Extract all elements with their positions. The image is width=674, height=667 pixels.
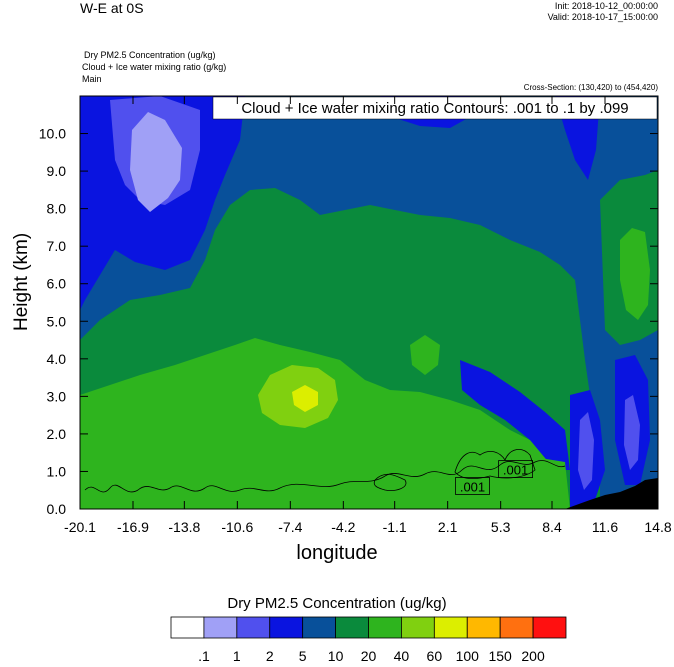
- cloud-contour-center: [279, 460, 566, 489]
- x-tick-label: 2.1: [438, 519, 458, 535]
- y-tick-label: 6.0: [47, 276, 67, 292]
- colorbar-swatch: [269, 616, 304, 639]
- colorbar-level-label: 150: [488, 648, 512, 664]
- cloud-contour-left: [84, 484, 281, 493]
- y-axis: 0.0 1.0 2.0 3.0 4.0 5.0 6.0 7.0 8.0 9.0 10.0: [39, 126, 658, 517]
- x-tick-label: 5.3: [491, 519, 511, 535]
- colorbar: .1 1 2 5 10 20 40 60 100 150 200: [170, 616, 567, 664]
- x-tick-label: 8.4: [542, 519, 562, 535]
- cloud-contour-cell-1: [454, 449, 536, 480]
- fill-region-green-right: [620, 228, 650, 320]
- fill-region-green-lower: [80, 455, 570, 509]
- cloud-ice-contours: [84, 449, 566, 493]
- chart-title: W-E at 0S: [80, 0, 144, 16]
- y-tick-label: 3.0: [47, 388, 67, 404]
- colorbar-level-label: 10: [328, 648, 344, 664]
- colorbar-level-label: 2: [266, 648, 274, 664]
- x-tick-label: -16.9: [117, 519, 149, 535]
- colorbar-swatch: [302, 616, 336, 639]
- colorbar-swatch: [236, 616, 271, 639]
- x-tick-label: -20.1: [64, 519, 96, 535]
- colorbar-swatch: [368, 616, 402, 639]
- colorbar-level-label: 100: [456, 648, 480, 664]
- colorbar-level-label: 200: [521, 648, 545, 664]
- colorbar-swatch: [203, 616, 238, 639]
- colorbar-swatch: [170, 616, 205, 639]
- fill-region-blue-mid-right: [460, 360, 570, 470]
- y-tick-label: 8.0: [47, 201, 67, 217]
- colorbar-level-label: 20: [361, 648, 377, 664]
- fill-region-medium-blue-right: [578, 412, 594, 490]
- x-tick-label: -7.4: [278, 519, 302, 535]
- contour-label: .001: [460, 479, 485, 494]
- terrain-fill: [565, 478, 658, 509]
- contour-labels: .001 .001: [455, 460, 533, 495]
- y-tick-label: 5.0: [47, 313, 67, 329]
- contour-info-text: Cloud + Ice water mixing ratio Contours:…: [241, 100, 628, 117]
- x-tick-label: -13.8: [168, 519, 200, 535]
- fill-region-yellow: [292, 385, 318, 412]
- x-tick-label: -4.2: [331, 519, 355, 535]
- colorbar-swatch: [466, 616, 501, 639]
- colorbar-level-label: 40: [394, 648, 410, 664]
- colorbar-level-label: 60: [427, 648, 443, 664]
- x-tick-label: -10.6: [221, 519, 253, 535]
- colorbar-swatch: [335, 616, 369, 639]
- y-tick-label: 0.0: [47, 501, 67, 517]
- y-axis-label: Height (km): [11, 232, 32, 331]
- colorbar-swatch: [401, 616, 435, 639]
- colorbar-swatch: [499, 616, 534, 639]
- colorbar-level-label: 5: [299, 648, 307, 664]
- pm25-filled-contours: [80, 96, 658, 509]
- fill-region-medium-blue-right-2: [624, 395, 640, 470]
- x-tick-label: 14.8: [644, 519, 671, 535]
- cloud-contour-cell-2: [373, 473, 407, 491]
- colorbar-title: Dry PM2.5 Concentration (ug/kg): [227, 595, 447, 612]
- y-tick-label: 7.0: [47, 238, 67, 254]
- y-tick-label: 4.0: [47, 351, 67, 367]
- init-time: Init: 2018-10-12_00:00:00: [554, 1, 658, 11]
- valid-time: Valid: 2018-10-17_15:00:00: [547, 12, 658, 22]
- plot-frame: [79, 95, 659, 510]
- x-axis-label: longitude: [296, 542, 378, 564]
- contour-label: .001: [503, 463, 528, 478]
- colorbar-level-label: .1: [198, 648, 210, 664]
- contour-info-box: Cloud + Ice water mixing ratio Contours:…: [212, 96, 658, 120]
- colorbar-level-label: 1: [233, 648, 241, 664]
- y-tick-label: 2.0: [47, 426, 67, 442]
- x-axis: -20.1 -16.9 -13.8 -10.6 -7.4 -4.2 -1.1 2.1 5.3 8.…: [64, 96, 672, 535]
- field-description-cloud: Cloud + Ice water mixing ratio (g/kg): [82, 62, 227, 72]
- x-tick-label: 11.6: [592, 519, 618, 535]
- x-tick-label: -1.1: [383, 519, 407, 535]
- y-tick-label: 10.0: [39, 126, 66, 142]
- contour-label-box: [455, 477, 490, 495]
- fill-region-green-patch: [410, 335, 440, 375]
- colorbar-swatch: [433, 616, 468, 639]
- contour-label-box: [498, 460, 533, 478]
- field-description-pm25: Dry PM2.5 Concentration (ug/kg): [84, 50, 216, 60]
- y-tick-label: 1.0: [47, 463, 67, 479]
- field-description-domain: Main: [82, 74, 102, 84]
- colorbar-swatch: [532, 616, 567, 639]
- fill-region-light-blue: [130, 112, 182, 212]
- y-tick-label: 9.0: [47, 163, 67, 179]
- cross-section-label: Cross-Section: (130,420) to (454,420): [523, 83, 658, 92]
